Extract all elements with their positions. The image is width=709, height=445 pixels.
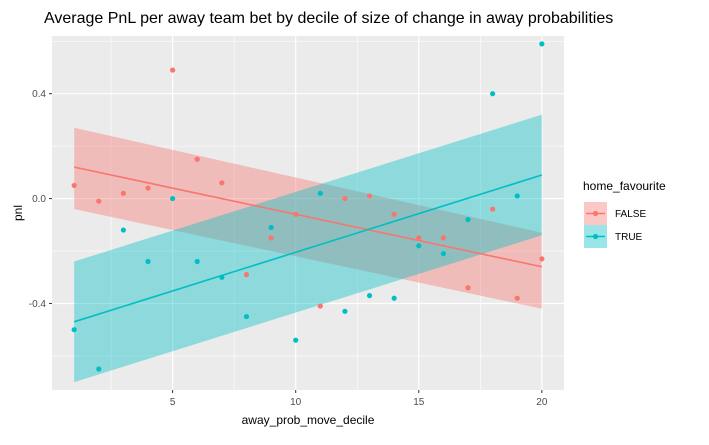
point-false xyxy=(317,303,323,309)
point-true xyxy=(145,258,151,265)
point-true xyxy=(120,227,126,233)
point-false xyxy=(514,295,520,301)
x-axis: 5 10 15 20 xyxy=(170,390,548,408)
panel-background xyxy=(52,36,564,390)
point-false xyxy=(440,235,446,241)
data-points xyxy=(71,41,545,372)
legend-key-point-true xyxy=(592,233,599,240)
legend-keys: FALSE TRUE xyxy=(584,202,646,248)
point-false xyxy=(120,190,126,196)
point-false xyxy=(243,272,250,278)
grid-minor xyxy=(52,36,564,390)
trend-line-true xyxy=(73,174,543,323)
point-false xyxy=(194,156,200,162)
x-tick-label: 10 xyxy=(290,397,302,408)
y-tick-label: 0.0 xyxy=(32,194,46,205)
point-false xyxy=(219,180,225,186)
point-true xyxy=(170,195,176,202)
point-true xyxy=(514,193,520,199)
point-false xyxy=(71,182,77,189)
point-true xyxy=(219,274,225,280)
point-true xyxy=(440,251,446,257)
point-false xyxy=(490,206,496,212)
point-true xyxy=(342,308,348,314)
point-false xyxy=(170,67,176,73)
point-false xyxy=(268,235,274,241)
point-false xyxy=(366,193,373,199)
x-axis-title: away_prob_move_decile xyxy=(242,413,375,427)
point-true xyxy=(96,366,102,372)
x-tick-label: 5 xyxy=(170,397,176,408)
y-tick-label: -0.4 xyxy=(29,299,47,310)
y-axis: 0.4 0.0 -0.4 xyxy=(29,89,52,310)
point-false xyxy=(391,211,397,217)
y-axis-title: pnl xyxy=(11,205,25,221)
x-tick-label: 15 xyxy=(413,397,425,408)
trend-lines xyxy=(73,166,543,323)
plot-panel xyxy=(52,36,564,390)
legend-title: home_favourite xyxy=(583,179,666,193)
legend: home_favourite FALSE TRUE xyxy=(583,179,666,248)
point-false xyxy=(342,195,348,202)
legend-label-false: FALSE xyxy=(615,209,646,220)
point-true xyxy=(243,313,250,320)
band-false xyxy=(74,127,542,309)
point-false xyxy=(293,211,299,217)
trend-line-false xyxy=(73,166,543,268)
point-false xyxy=(145,185,151,191)
point-true xyxy=(490,91,496,97)
point-true xyxy=(268,224,274,231)
point-true xyxy=(391,295,397,301)
point-true xyxy=(293,337,299,343)
point-false xyxy=(416,235,422,241)
y-tick-label: 0.4 xyxy=(32,89,46,100)
point-false xyxy=(465,285,471,291)
point-true xyxy=(317,190,323,196)
x-tick-label: 20 xyxy=(536,397,548,408)
point-false xyxy=(96,198,102,204)
point-true xyxy=(194,258,200,265)
point-true xyxy=(366,293,373,299)
legend-key-point-false xyxy=(592,210,599,217)
chart-title: Average PnL per away team bet by decile … xyxy=(44,10,613,27)
point-true xyxy=(71,327,77,333)
point-false xyxy=(539,256,545,262)
point-true xyxy=(416,243,422,249)
legend-label-true: TRUE xyxy=(615,232,643,243)
point-true xyxy=(465,216,471,223)
point-true xyxy=(539,41,545,47)
